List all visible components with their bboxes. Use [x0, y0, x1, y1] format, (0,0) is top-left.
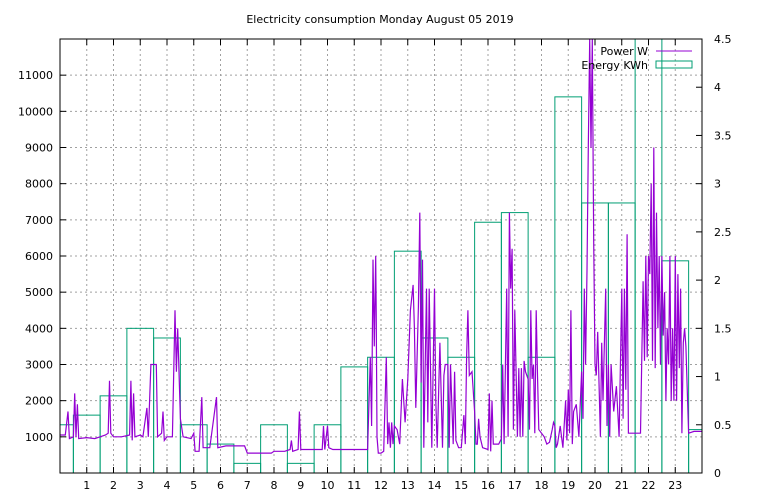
- energy-bar: [59, 424, 74, 474]
- legend-energy-swatch: [655, 60, 693, 69]
- y2-tick-label: 3: [714, 178, 721, 191]
- x-tick-label: 16: [481, 479, 495, 492]
- x-tick-label: 7: [244, 479, 251, 492]
- y2-tick-label: 4: [714, 81, 721, 94]
- axes-layer: 1 2 3 4 5 6 7 8 9 10 11 12 13 14 15 16 17 18 19 20 21 22 23100…: [18, 33, 732, 492]
- x-tick-label: 19: [561, 479, 575, 492]
- x-tick-label: 23: [668, 479, 682, 492]
- y-tick-label: 1000: [25, 431, 53, 444]
- x-tick-label: 10: [321, 479, 335, 492]
- x-tick-label: 18: [535, 479, 549, 492]
- x-tick-label: 11: [347, 479, 361, 492]
- energy-bar: [688, 429, 703, 474]
- y-tick-label: 8000: [25, 178, 53, 191]
- plot-border: [59, 38, 703, 474]
- y2-tick-label: 2.5: [714, 226, 732, 239]
- y2-tick-label: 3.5: [714, 129, 732, 142]
- y-tick-label: 10000: [18, 105, 53, 118]
- y2-tick-label: 1.5: [714, 322, 732, 335]
- x-tick-label: 20: [588, 479, 602, 492]
- power-line: [60, 38, 702, 454]
- x-tick-label: 17: [508, 479, 522, 492]
- x-tick-label: 8: [271, 479, 278, 492]
- y-tick-label: 3000: [25, 359, 53, 372]
- y-tick-label: 9000: [25, 142, 53, 155]
- x-tick-label: 5: [190, 479, 197, 492]
- x-tick-label: 6: [217, 479, 224, 492]
- y-tick-label: 2000: [25, 395, 53, 408]
- grid-layer: [60, 39, 702, 473]
- y-tick-label: 7000: [25, 214, 53, 227]
- x-tick-label: 22: [642, 479, 656, 492]
- x-tick-label: 2: [110, 479, 117, 492]
- x-tick-label: 21: [615, 479, 629, 492]
- y2-tick-label: 0: [714, 467, 721, 480]
- x-tick-label: 13: [401, 479, 415, 492]
- x-tick-label: 12: [374, 479, 388, 492]
- x-tick-label: 4: [164, 479, 171, 492]
- x-tick-label: 9: [297, 479, 304, 492]
- x-tick-label: 1: [83, 479, 90, 492]
- chart-title: Electricity consumption Monday August 05…: [246, 13, 513, 26]
- legend: Power W Energy KWh: [581, 45, 693, 72]
- y2-tick-label: 1: [714, 371, 721, 384]
- x-tick-label: 14: [428, 479, 442, 492]
- x-tick-label: 3: [137, 479, 144, 492]
- legend-power-label: Power W: [600, 45, 648, 58]
- y-tick-label: 11000: [18, 69, 53, 82]
- y-tick-label: 4000: [25, 322, 53, 335]
- y-tick-label: 6000: [25, 250, 53, 263]
- y2-tick-label: 2: [714, 274, 721, 287]
- x-tick-label: 15: [454, 479, 468, 492]
- legend-energy-label: Energy KWh: [581, 59, 648, 72]
- y-tick-label: 5000: [25, 286, 53, 299]
- y2-tick-label: 0.5: [714, 419, 732, 432]
- power-series-layer: [60, 38, 702, 454]
- y2-tick-label: 4.5: [714, 33, 732, 46]
